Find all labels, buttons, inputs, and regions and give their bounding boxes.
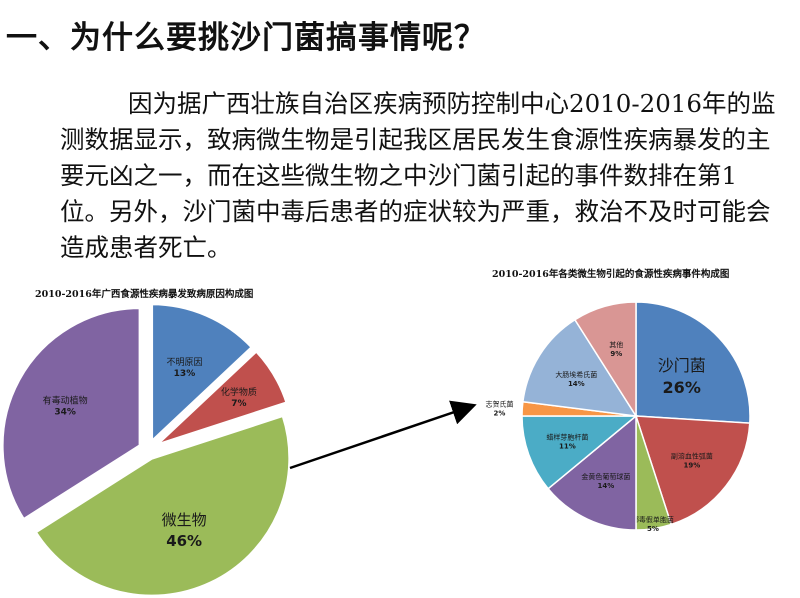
- chart1-title: 2010-2016年广西食源性疾病暴发致病原因构成图: [35, 289, 254, 300]
- slice-pct-0: 26%: [663, 378, 701, 397]
- pie-slice-7: [573, 301, 637, 419]
- pie-slice-3: [547, 414, 637, 531]
- slice-label-0: 不明原因: [166, 357, 202, 368]
- slice-pct-2: 5%: [647, 525, 659, 533]
- slice-pct-5: 2%: [494, 409, 506, 417]
- slice-label-6: 大肠埃希氏菌: [555, 370, 597, 379]
- slice-label-2: 椰毒假单胞菌: [632, 515, 674, 524]
- slice-pct-3: 34%: [54, 407, 76, 417]
- slice-pct-3: 14%: [598, 482, 615, 490]
- pie-slice-1: [154, 348, 289, 447]
- slice-label-1: 副溶血性弧菌: [671, 451, 713, 460]
- slice-pct-1: 7%: [231, 399, 246, 409]
- pie-slice-3: [0, 306, 142, 522]
- pie-slice-2: [33, 413, 292, 598]
- slice-pct-0: 13%: [174, 369, 196, 379]
- chart2-title: 2010-2016年各类微生物引起的食源性疾病事件构成图: [492, 269, 730, 280]
- pie-slice-6: [522, 318, 638, 417]
- pie-slice-0: [150, 302, 255, 446]
- slice-label-1: 化学物质: [221, 386, 257, 398]
- slide-title: 一、为什么要挑沙门菌搞事情呢？: [6, 20, 486, 56]
- slice-label-3: 金黄色葡萄球菌: [581, 472, 630, 481]
- arrow-connector: [289, 400, 477, 470]
- slice-label-2: 微生物: [162, 511, 207, 529]
- slice-label-4: 蜡样芽胞杆菌: [546, 433, 588, 442]
- pie-slice-4: [521, 415, 639, 490]
- pie-slice-0: [635, 301, 751, 424]
- slice-pct-1: 19%: [683, 461, 700, 469]
- pie-chart-microbes: 沙门菌26%副溶血性弧菌19%椰毒假单胞菌5%金黄色葡萄球菌14%蜡样芽胞杆菌1…: [485, 301, 751, 533]
- slice-pct-6: 14%: [568, 380, 585, 388]
- slice-pct-2: 46%: [166, 532, 202, 550]
- slice-pct-4: 11%: [559, 443, 576, 451]
- slice-label-3: 有毒动植物: [43, 394, 88, 406]
- pie-slice-1: [634, 415, 751, 526]
- slice-pct-7: 9%: [610, 350, 622, 358]
- slice-label-7: 其他: [609, 340, 623, 349]
- body-paragraph: 因为据广西壮族自治区疾病预防控制中心2010-2016年的监测数据显示，致病微生…: [60, 89, 776, 262]
- slice-label-5: 志贺氏菌: [485, 399, 513, 408]
- slice-label-0: 沙门菌: [658, 356, 706, 375]
